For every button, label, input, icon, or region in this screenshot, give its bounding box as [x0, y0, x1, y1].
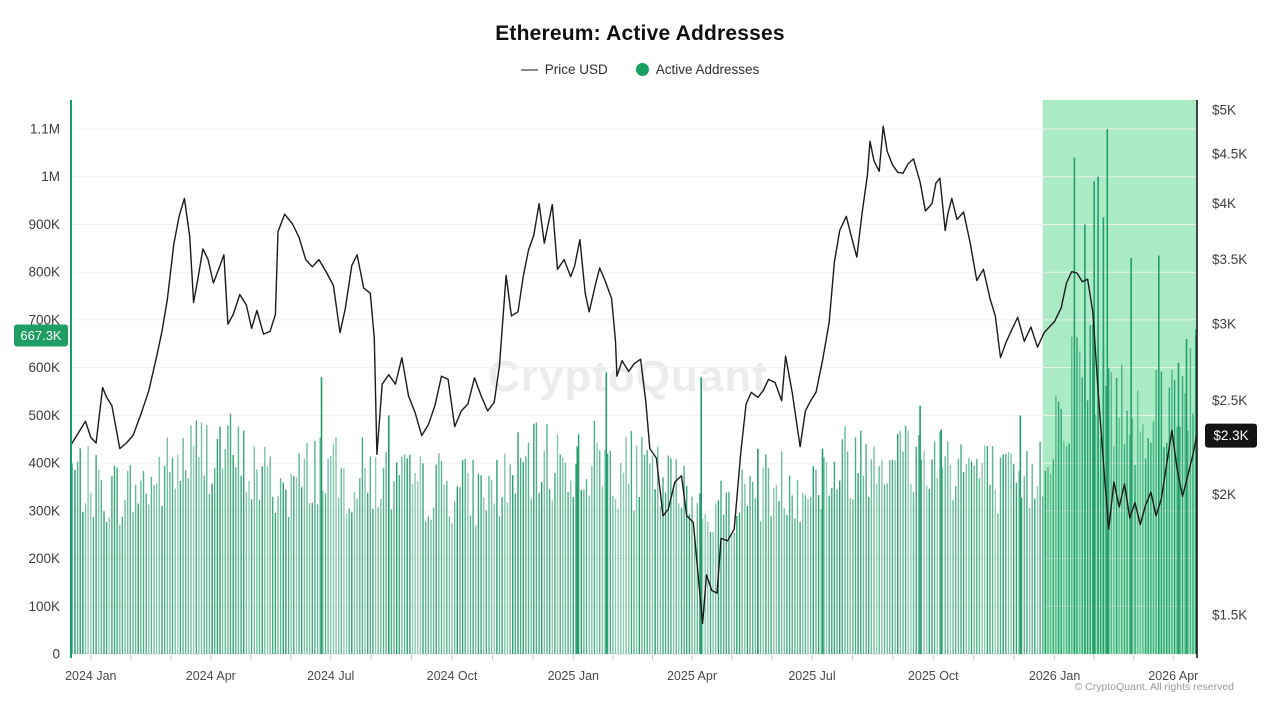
svg-text:2024 Oct: 2024 Oct: [427, 669, 478, 683]
right-axis-labels: $1.5K $2K $2.5K $3K $3.5K $4K $4.5K $5K: [1212, 103, 1247, 623]
dot-swatch-icon: [635, 63, 649, 76]
x-axis-ticks: [90, 655, 1174, 660]
svg-text:600K: 600K: [28, 360, 60, 375]
svg-text:667.3K: 667.3K: [20, 328, 62, 343]
svg-text:300K: 300K: [28, 503, 60, 518]
legend-item-active-addresses[interactable]: Active Addresses: [635, 62, 760, 77]
svg-text:900K: 900K: [28, 217, 60, 232]
svg-text:2026 Jan: 2026 Jan: [1029, 669, 1080, 683]
svg-text:2025 Oct: 2025 Oct: [908, 669, 959, 683]
svg-text:500K: 500K: [28, 408, 60, 423]
active-addresses-spike-bars: [320, 129, 1197, 655]
svg-text:$5K: $5K: [1212, 103, 1236, 118]
svg-text:$2.3K: $2.3K: [1213, 428, 1248, 443]
svg-text:800K: 800K: [28, 265, 60, 280]
price-usd-line: [70, 125, 1198, 625]
legend-price-label: Price USD: [544, 62, 608, 77]
svg-text:700K: 700K: [28, 312, 60, 327]
svg-text:$2.5K: $2.5K: [1212, 393, 1247, 408]
svg-text:1.1M: 1.1M: [30, 122, 60, 137]
legend-item-price-usd[interactable]: Price USD: [520, 62, 608, 77]
chart-legend: Price USD Active Addresses: [0, 62, 1280, 77]
svg-text:2024 Apr: 2024 Apr: [186, 669, 236, 683]
svg-text:$3.5K: $3.5K: [1212, 252, 1247, 267]
copyright-text: © CryptoQuant. All rights reserved: [1074, 681, 1234, 693]
svg-text:$3K: $3K: [1212, 317, 1236, 332]
svg-text:2024 Jan: 2024 Jan: [65, 669, 116, 683]
svg-text:100K: 100K: [28, 599, 60, 614]
svg-text:200K: 200K: [28, 551, 60, 566]
price-badge: $2.3K: [1205, 423, 1257, 448]
svg-text:2026 Apr: 2026 Apr: [1148, 669, 1198, 683]
chart-title: Ethereum: Active Addresses: [495, 22, 785, 45]
line-swatch-icon: [520, 68, 538, 71]
svg-text:1M: 1M: [41, 169, 60, 184]
svg-text:2025 Jan: 2025 Jan: [548, 669, 599, 683]
active-addresses-badge: 667.3K: [14, 324, 68, 347]
svg-text:2025 Jul: 2025 Jul: [788, 669, 835, 683]
svg-text:$2K: $2K: [1212, 487, 1236, 502]
svg-text:400K: 400K: [28, 456, 60, 471]
svg-text:$1.5K: $1.5K: [1212, 607, 1247, 622]
legend-addresses-label: Active Addresses: [655, 62, 760, 77]
x-axis-labels: 2024 Jan 2024 Apr 2024 Jul 2024 Oct 2025 Jan…: [65, 669, 1198, 683]
svg-text:2024 Jul: 2024 Jul: [307, 669, 354, 683]
svg-text:$4.5K: $4.5K: [1212, 147, 1247, 162]
left-axis-labels: 0 100K 200K 300K 400K 500K 600K 700K 800K 900K 1M 1…: [28, 122, 60, 662]
active-addresses-bars: [71, 324, 1197, 654]
svg-text:2025 Apr: 2025 Apr: [667, 669, 717, 683]
svg-text:0: 0: [52, 647, 60, 662]
cryptoquant-watermark: CryptoQuant: [488, 352, 768, 401]
svg-text:$4K: $4K: [1212, 196, 1236, 211]
